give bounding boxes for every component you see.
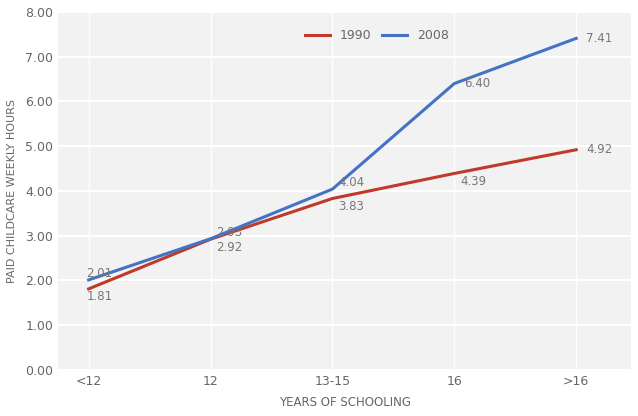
Text: 4.04: 4.04 xyxy=(339,176,365,189)
Text: 2.01: 2.01 xyxy=(86,267,112,280)
Text: 7.41: 7.41 xyxy=(586,32,612,45)
Text: 6.40: 6.40 xyxy=(464,77,490,90)
Legend: 1990, 2008: 1990, 2008 xyxy=(305,29,449,42)
X-axis label: YEARS OF SCHOOLING: YEARS OF SCHOOLING xyxy=(279,396,411,409)
Y-axis label: PAID CHILDCARE WEEKLY HOURS: PAID CHILDCARE WEEKLY HOURS xyxy=(7,99,17,283)
Text: 4.39: 4.39 xyxy=(461,175,487,188)
Text: 4.92: 4.92 xyxy=(586,143,612,156)
Text: 2.93: 2.93 xyxy=(217,226,242,239)
Text: 3.83: 3.83 xyxy=(339,200,364,213)
Text: 1.81: 1.81 xyxy=(86,290,112,303)
Text: 2.92: 2.92 xyxy=(217,241,243,254)
